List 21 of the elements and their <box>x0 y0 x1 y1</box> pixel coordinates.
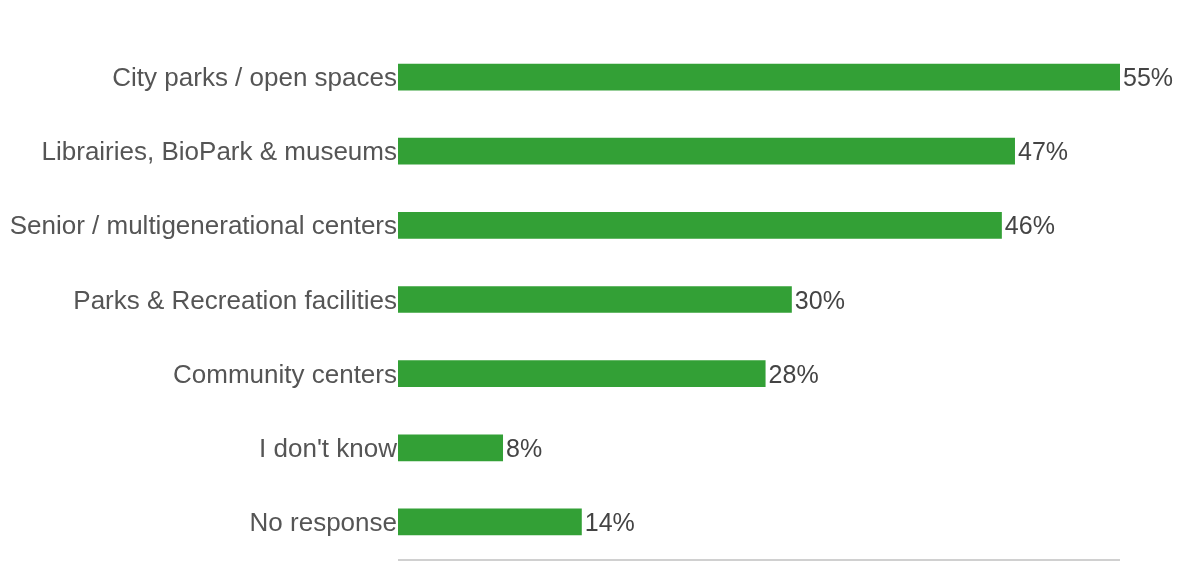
bar <box>398 137 1015 165</box>
y-tick-label: I don't know <box>259 432 398 463</box>
data-label: 30% <box>794 285 845 314</box>
bar <box>398 434 504 462</box>
data-label: 55% <box>1123 63 1174 92</box>
y-tick-label: Community centers <box>173 358 397 389</box>
data-label: 14% <box>584 507 635 536</box>
bar <box>398 212 1002 239</box>
y-tick-label: Librairies, BioPark & museums <box>41 136 397 167</box>
data-label: 47% <box>1017 137 1069 166</box>
data-label: 28% <box>768 359 819 388</box>
bar <box>398 360 766 387</box>
bar <box>398 508 582 536</box>
y-tick-label: City parks / open spaces <box>112 62 397 93</box>
y-tick-label: Parks & Recreation facilities <box>73 284 397 315</box>
data-label: 46% <box>1004 211 1055 240</box>
data-label: 8% <box>506 433 543 462</box>
y-tick-label: No response <box>249 507 397 538</box>
bar <box>398 63 1120 91</box>
y-tick-label: Senior / multigenerational centers <box>9 210 397 241</box>
bar <box>398 286 792 313</box>
